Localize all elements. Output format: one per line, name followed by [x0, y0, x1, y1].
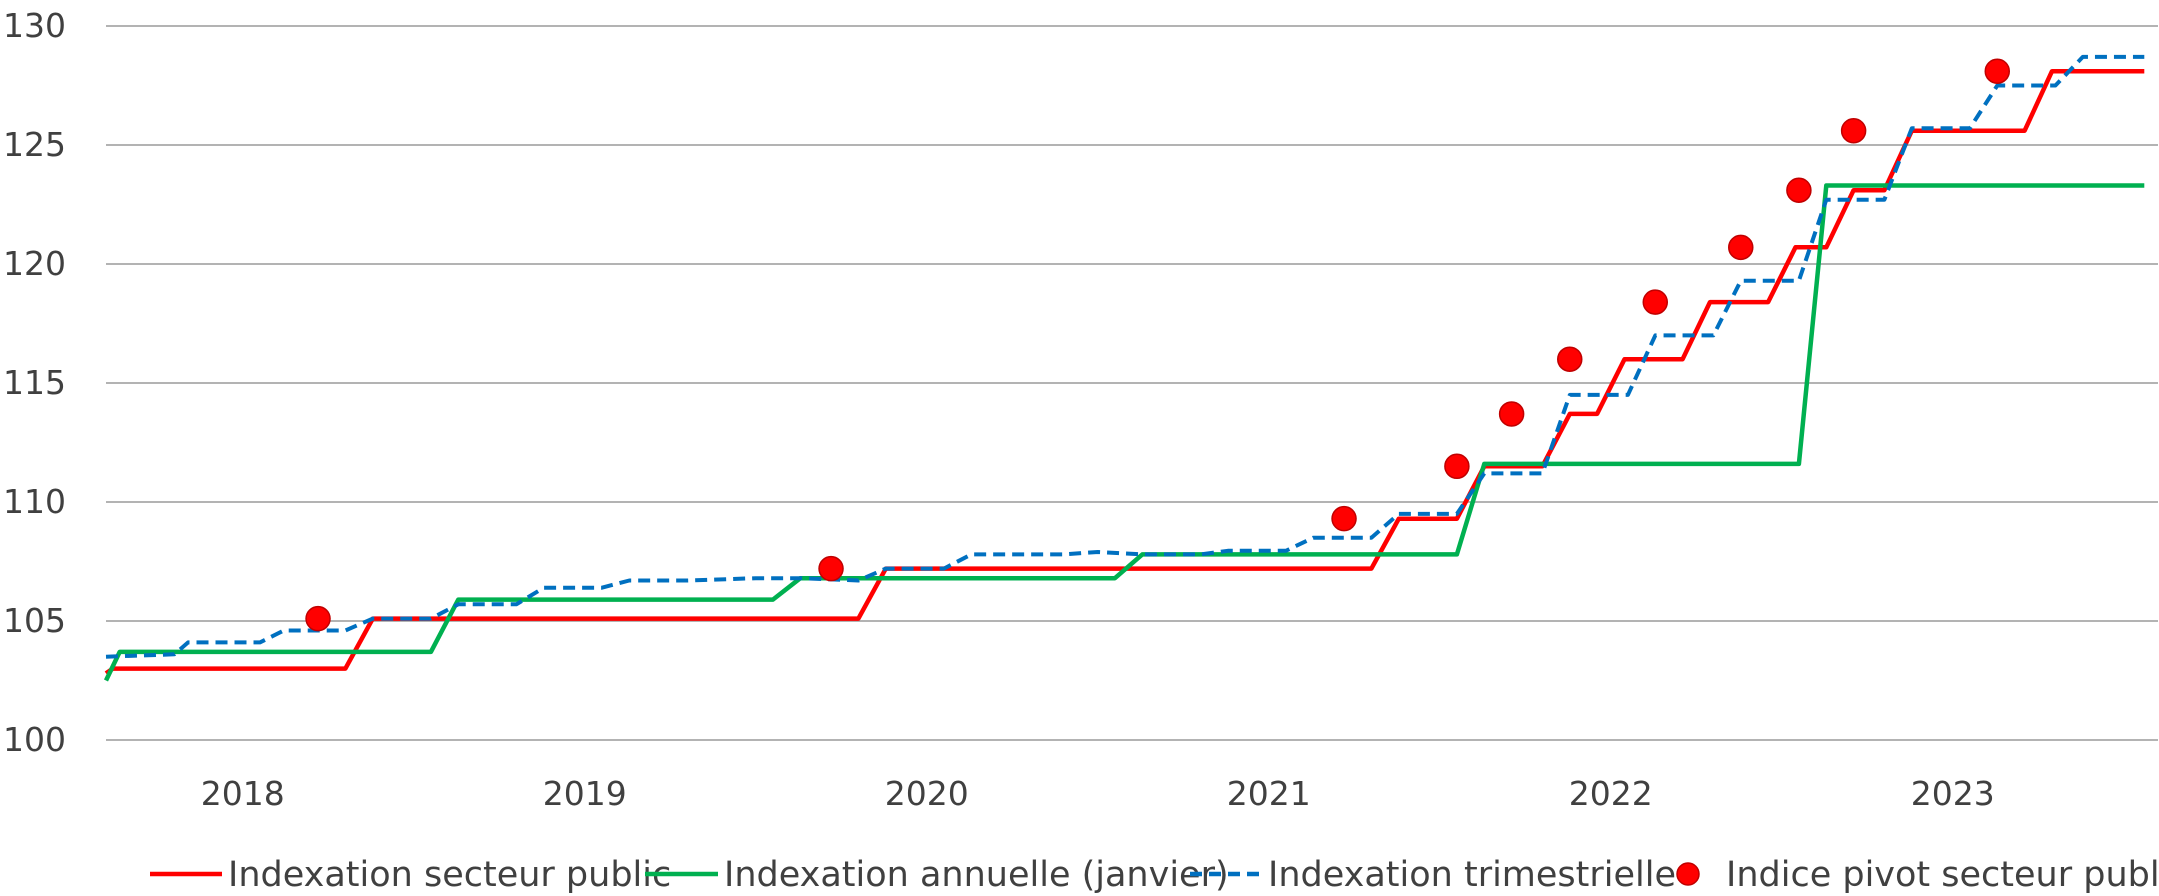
x-axis-tick-labels: 2018 2019 2020 2021 2022 2023	[201, 774, 1995, 813]
legend-item: Indice pivot secteur public	[1676, 855, 2159, 895]
legend-label: Indexation trimestrielle	[1268, 855, 1676, 895]
series-line-indexation-trimestrielle	[105, 54, 2145, 659]
y-axis-tick-labels: 100 105 110 115 120 125 130	[3, 6, 66, 759]
data-point-indice-pivot-secteur-public	[1642, 289, 1669, 315]
series-group	[103, 54, 2145, 682]
data-point-indice-pivot-secteur-public	[1984, 58, 2011, 84]
x-tick-label: 2018	[201, 774, 285, 813]
x-tick-label: 2020	[885, 774, 969, 813]
x-tick-label: 2023	[1911, 774, 1995, 813]
data-point-indice-pivot-secteur-public	[305, 605, 331, 632]
y-tick-label: 130	[3, 6, 66, 45]
data-point-indice-pivot-secteur-public	[1786, 177, 1812, 203]
x-tick-label: 2021	[1227, 774, 1311, 813]
legend-label: Indice pivot secteur public	[1726, 855, 2159, 895]
legend-swatch	[1676, 862, 1700, 886]
legend-item: Indexation secteur public	[150, 855, 671, 895]
y-tick-label: 125	[3, 125, 66, 164]
x-tick-label: 2019	[543, 774, 627, 813]
y-tick-label: 115	[3, 363, 66, 402]
data-point-indice-pivot-secteur-public	[1498, 401, 1525, 427]
y-tick-label: 105	[3, 601, 66, 640]
data-point-indice-pivot-secteur-public	[1728, 234, 1754, 261]
x-tick-label: 2022	[1569, 774, 1653, 813]
y-tick-label: 110	[3, 482, 66, 521]
legend-item: Indexation trimestrielle	[1190, 855, 1676, 895]
legend-item: Indexation annuelle (janvier)	[645, 855, 1229, 895]
legend: Indexation secteur public Indexation annu…	[150, 855, 2159, 895]
data-point-indice-pivot-secteur-public	[1557, 346, 1583, 372]
y-tick-label: 100	[3, 720, 66, 759]
y-tick-label: 120	[3, 244, 66, 283]
series-line-indexation-annuelle-janvier	[103, 183, 2145, 682]
data-point-indice-pivot-secteur-public	[818, 555, 844, 582]
series-line-indexation-secteur-public	[104, 68, 2145, 676]
data-point-indice-pivot-secteur-public	[1444, 453, 1470, 480]
data-point-indice-pivot-secteur-public	[1840, 117, 1867, 144]
legend-label: Indexation secteur public	[228, 855, 671, 895]
legend-label: Indexation annuelle (janvier)	[724, 855, 1229, 895]
data-point-indice-pivot-secteur-public	[1331, 505, 1357, 532]
